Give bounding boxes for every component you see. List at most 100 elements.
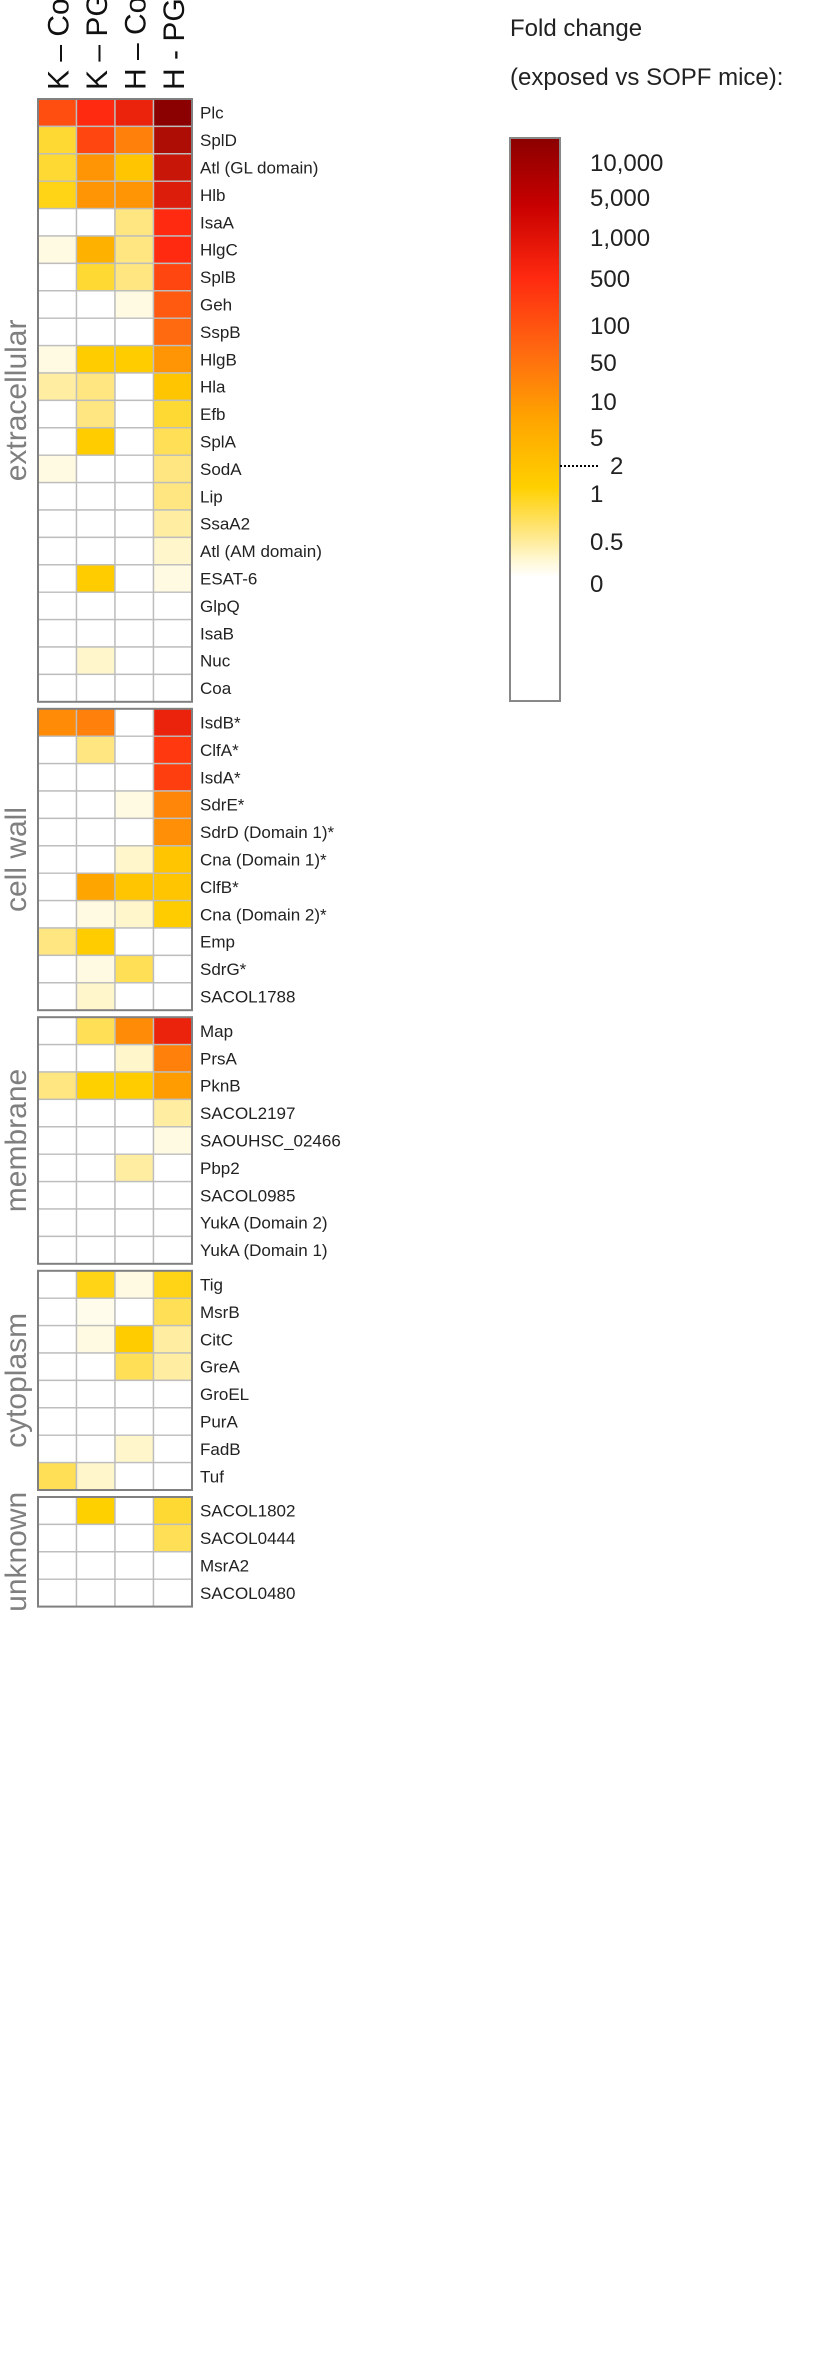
legend-tick-label: 1	[590, 481, 603, 508]
column-label: K – PGA	[81, 0, 114, 90]
heatmap-cell	[114, 98, 155, 128]
heatmap-cell	[114, 1352, 155, 1382]
heatmap-cell	[75, 344, 116, 374]
heatmap-cell	[75, 1016, 116, 1046]
row-label: HlgB	[200, 350, 237, 369]
heatmap-cell	[75, 207, 116, 237]
heatmap-cell	[37, 427, 78, 456]
group-label: cell wall	[0, 807, 33, 912]
row-label: GroEL	[200, 1385, 249, 1404]
heatmap-cell	[37, 899, 78, 929]
column-label: H – Col	[119, 0, 152, 90]
row-label: SodA	[200, 460, 242, 479]
heatmap-cell	[114, 1324, 155, 1354]
row-label: MsrA2	[200, 1557, 249, 1576]
heatmap-cell	[114, 708, 155, 737]
row-label: IsdA*	[200, 768, 241, 787]
row-label: Lip	[200, 487, 223, 506]
heatmap-cell	[152, 98, 193, 128]
row-labels: Plc SplD Atl (GL domain) Hlb IsaA HlgC SplB Geh…	[200, 104, 341, 1603]
heatmap-cell	[152, 317, 193, 347]
heatmap-cell	[114, 591, 155, 621]
legend-ticks: 10,000 5,000 1,000 500 100 50 10 521 0.5 0	[560, 150, 663, 598]
row-label: PrsA	[200, 1049, 238, 1068]
heatmap-cell	[37, 454, 78, 484]
heatmap-cell	[152, 454, 193, 484]
heatmap-cell	[37, 509, 78, 539]
legend-color-bar	[509, 137, 561, 702]
heatmap-cell	[152, 1235, 193, 1265]
heatmap-cell	[37, 1208, 78, 1238]
column-label: K – Col	[42, 0, 75, 90]
heatmap-cell	[114, 1071, 155, 1101]
heatmap-cell	[114, 235, 155, 265]
heatmap-cell	[152, 1324, 193, 1354]
heatmap-cell	[37, 1352, 78, 1382]
group-frame	[37, 1269, 193, 1492]
legend-tick-label: 0.5	[590, 529, 623, 556]
heatmap-cell	[114, 762, 155, 792]
heatmap-cell	[37, 344, 78, 374]
heatmap-cell	[152, 1270, 193, 1299]
heatmap-cell	[152, 372, 193, 402]
heatmap-cell	[37, 1153, 78, 1183]
row-label: ClfB*	[200, 878, 239, 897]
heatmap-cell	[152, 1126, 193, 1155]
heatmap-cell	[114, 1208, 155, 1238]
heatmap-cell	[114, 1270, 155, 1299]
heatmap-cell	[152, 399, 193, 429]
heatmap-cell	[37, 1016, 78, 1046]
heatmap-cell	[152, 591, 193, 621]
heatmap-cell	[114, 1461, 155, 1491]
heatmap-cell	[37, 1180, 78, 1210]
heatmap-cell	[114, 1407, 155, 1436]
heatmap-cell	[152, 1496, 193, 1526]
heatmap-cell	[37, 564, 78, 593]
heatmap-cell	[114, 1126, 155, 1155]
heatmap-cell	[37, 1496, 78, 1526]
heatmap-cell	[37, 1235, 78, 1265]
group-labels: extracellular cell wall membrane cytoplasm u…	[0, 320, 33, 1612]
heatmap-cell	[114, 927, 155, 957]
row-label: Hla	[200, 378, 226, 397]
heatmap-cell	[114, 845, 155, 874]
heatmap-cell	[75, 845, 116, 874]
heatmap-cell	[114, 564, 155, 593]
heatmap-cell	[37, 673, 78, 703]
heatmap-cell	[114, 1180, 155, 1210]
group-frame	[37, 707, 193, 1012]
heatmap-cell	[152, 125, 193, 155]
heatmap-cell	[75, 1270, 116, 1299]
row-label: ClfA*	[200, 741, 239, 760]
heatmap-cell	[75, 427, 116, 456]
heatmap-cell	[75, 1496, 116, 1526]
heatmap-cell	[75, 1407, 116, 1436]
heatmap-cell	[75, 982, 116, 1011]
row-label: Emp	[200, 933, 235, 952]
legend-title-line2: (exposed vs SOPF mice):	[510, 64, 783, 91]
heatmap-cell	[114, 1523, 155, 1553]
legend-tick-label: 500	[590, 266, 630, 293]
group-frame	[37, 1016, 193, 1265]
heatmap-cell	[75, 618, 116, 648]
heatmap-cell	[114, 207, 155, 237]
heatmap-cell	[37, 872, 78, 902]
row-label: IsaA	[200, 213, 235, 232]
heatmap-cell	[37, 180, 78, 210]
legend-tick-label: 10	[590, 389, 617, 416]
heatmap-cell	[37, 536, 78, 566]
row-label: Atl (AM domain)	[200, 542, 322, 561]
heatmap-cell	[114, 1578, 155, 1608]
heatmap-cell	[75, 1379, 116, 1409]
heatmap-cell	[152, 1016, 193, 1046]
heatmap-cell	[114, 1496, 155, 1526]
heatmap-cell	[75, 899, 116, 929]
heatmap-cell	[152, 180, 193, 210]
heatmap-cell	[75, 1235, 116, 1265]
heatmap-cell	[75, 1352, 116, 1382]
heatmap-cell	[152, 1578, 193, 1608]
heatmap-cell	[75, 762, 116, 792]
heatmap-cell	[75, 481, 116, 511]
heatmap-cell	[114, 673, 155, 703]
